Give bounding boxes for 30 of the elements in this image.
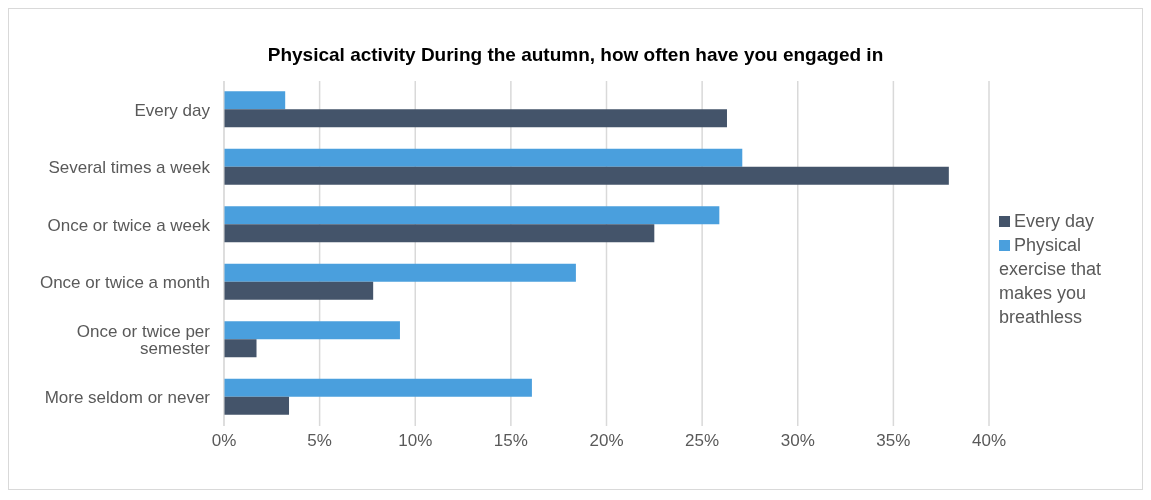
y-tick-label: More seldom or never [44, 388, 211, 408]
chart-title: Physical activity During the autumn, how often have you engaged in [266, 44, 885, 66]
x-tick-label: 30% [780, 431, 815, 451]
x-tick-label: 10% [398, 431, 433, 451]
bar [224, 396, 290, 415]
bar [224, 321, 400, 340]
x-tick-label: 40% [971, 431, 1007, 451]
bar [224, 263, 576, 282]
y-tick-label: Once or twice a week [47, 215, 211, 235]
y-tick-label: Several times a week [48, 158, 211, 178]
bar [224, 109, 727, 128]
legend-label: Every day [1014, 210, 1095, 231]
bar [224, 339, 257, 358]
bar [224, 378, 532, 397]
x-tick-label: 25% [685, 431, 720, 451]
y-tick-label: Once or twice a month [39, 273, 210, 293]
bar [224, 91, 286, 110]
y-tick-label: Once or twice per semester [76, 322, 211, 359]
x-tick-label: 5% [307, 431, 332, 451]
x-tick-label: 15% [493, 431, 528, 451]
x-tick-label: 20% [589, 431, 624, 451]
x-tick-label: 35% [876, 431, 911, 451]
bar [224, 224, 655, 243]
legend-label: Physical exercise that makes you breathless [999, 234, 1102, 327]
x-tick-label: 0% [211, 431, 237, 451]
bar [224, 281, 374, 300]
bar [224, 166, 949, 185]
bar [224, 148, 743, 167]
y-tick-label: Every day [134, 100, 211, 120]
bar [224, 206, 720, 225]
